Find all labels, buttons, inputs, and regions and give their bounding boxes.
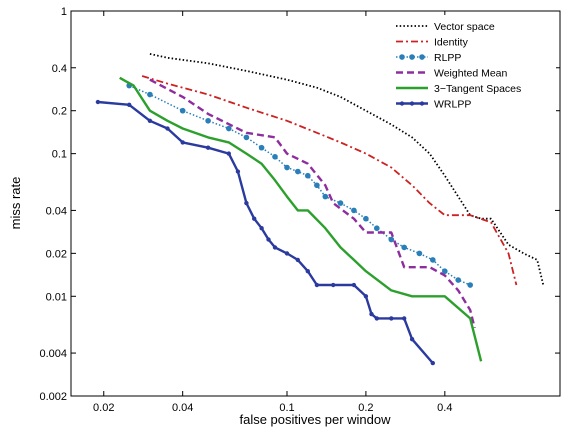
data-point <box>284 251 290 256</box>
data-point <box>243 134 250 141</box>
y-axis-label: miss rate <box>8 177 23 230</box>
data-point <box>147 91 153 98</box>
data-point <box>304 172 311 179</box>
series-line <box>128 84 471 286</box>
data-point <box>429 257 436 263</box>
series-line <box>119 76 483 362</box>
data-point <box>467 282 474 288</box>
data-point <box>258 144 265 151</box>
x-tick-label: 0.1 <box>279 402 294 414</box>
data-point <box>389 316 394 321</box>
data-point <box>314 182 320 189</box>
x-tick-label: 0.04 <box>172 402 193 414</box>
data-point <box>95 99 101 105</box>
y-tick-label: 0.1 <box>52 149 67 161</box>
series-line <box>141 75 518 286</box>
data-point <box>441 268 448 275</box>
x-axis-label: false positives per window <box>239 412 391 427</box>
data-point <box>127 102 132 107</box>
data-point <box>179 107 186 114</box>
data-point <box>284 164 290 171</box>
series-5 <box>95 99 435 366</box>
legend-box <box>388 15 556 123</box>
legend-marker <box>409 101 415 106</box>
y-tick-label: 0.2 <box>52 106 67 118</box>
y-tick-label: 0.002 <box>39 391 67 403</box>
axis-tick-labels: 0.02 0.04 0.1 0.2 0.4 0.002 0.004 0.01 0.02 0.04 0… <box>39 6 452 414</box>
series-4 <box>119 76 483 362</box>
series-0 <box>149 53 545 286</box>
data-point <box>266 237 271 242</box>
series-layer <box>95 53 545 366</box>
data-point <box>225 125 232 132</box>
legend-label: WRLPP <box>434 99 471 111</box>
series-line <box>149 78 476 329</box>
series-2 <box>126 82 474 288</box>
series-line <box>149 53 545 286</box>
axis-ticks <box>71 10 560 397</box>
legend-marker <box>399 101 405 106</box>
data-point <box>272 153 278 160</box>
legend-marker <box>419 101 425 106</box>
data-point <box>252 216 257 221</box>
data-point <box>351 207 357 214</box>
data-point <box>322 193 329 200</box>
data-point <box>369 311 374 317</box>
legend-marker <box>409 54 415 60</box>
data-point <box>331 282 336 288</box>
legend-label: Weighted Mean <box>434 68 508 80</box>
y-tick-label: 0.4 <box>52 63 67 75</box>
data-point <box>351 282 357 288</box>
data-point <box>430 360 435 366</box>
data-point <box>180 140 185 145</box>
x-tick-label: 0.4 <box>437 402 452 414</box>
y-tick-label: 1 <box>61 6 67 18</box>
data-point <box>165 126 170 131</box>
data-point <box>244 200 249 206</box>
data-point <box>455 277 462 283</box>
x-tick-label: 0.2 <box>358 402 373 414</box>
data-point <box>205 117 211 124</box>
data-point <box>235 169 241 174</box>
legend-marker <box>419 54 425 60</box>
legend-marker <box>399 54 405 60</box>
data-point <box>226 151 231 156</box>
data-point <box>409 337 415 342</box>
data-point <box>147 118 153 123</box>
data-point <box>272 245 278 250</box>
data-point <box>314 282 320 288</box>
data-point <box>259 226 264 231</box>
legend-label: Vector space <box>434 21 495 33</box>
legend-label: 3−Tangent Spaces <box>434 83 521 95</box>
y-tick-label: 0.004 <box>39 348 67 360</box>
legend: Vector space Identity RLPP Weighted Mean 3−T… <box>388 15 556 123</box>
data-point <box>373 225 380 232</box>
data-point <box>205 145 211 150</box>
data-point <box>401 244 408 251</box>
x-tick-label: 0.02 <box>93 402 114 414</box>
data-point <box>374 316 379 321</box>
y-tick-label: 0.02 <box>46 248 67 260</box>
data-point <box>363 215 369 222</box>
data-point <box>416 250 423 257</box>
data-point <box>294 168 301 175</box>
data-point <box>402 316 407 321</box>
y-tick-label: 0.04 <box>46 205 67 217</box>
legend-label: Identity <box>434 37 469 49</box>
data-point <box>388 236 395 243</box>
series-3 <box>149 78 476 329</box>
legend-label: RLPP <box>434 52 461 64</box>
data-point <box>337 200 344 206</box>
data-point <box>305 269 310 274</box>
y-tick-label: 0.01 <box>46 291 67 303</box>
data-point <box>363 294 369 299</box>
series-1 <box>141 75 518 286</box>
data-point <box>295 257 300 263</box>
